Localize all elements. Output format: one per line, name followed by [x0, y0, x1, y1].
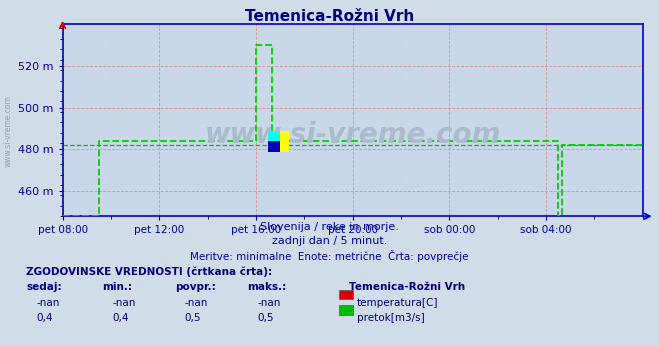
Text: 0,4: 0,4	[36, 313, 53, 323]
Text: -nan: -nan	[185, 298, 208, 308]
Text: Temenica-Rožni Vrh: Temenica-Rožni Vrh	[349, 282, 465, 292]
Bar	[268, 131, 280, 141]
Text: -nan: -nan	[112, 298, 135, 308]
Text: zadnji dan / 5 minut.: zadnji dan / 5 minut.	[272, 236, 387, 246]
Text: -nan: -nan	[257, 298, 280, 308]
Text: Slovenija / reke in morje.: Slovenija / reke in morje.	[260, 222, 399, 232]
Text: povpr.:: povpr.:	[175, 282, 215, 292]
Text: Meritve: minimalne  Enote: metrične  Črta: povprečje: Meritve: minimalne Enote: metrične Črta:…	[190, 250, 469, 262]
Text: sedaj:: sedaj:	[26, 282, 62, 292]
Text: Temenica-Rožni Vrh: Temenica-Rožni Vrh	[245, 9, 414, 24]
Text: -nan: -nan	[36, 298, 59, 308]
Text: www.si-vreme.com: www.si-vreme.com	[3, 95, 13, 167]
Text: temperatura[C]: temperatura[C]	[357, 298, 439, 308]
Text: 0,5: 0,5	[185, 313, 201, 323]
Bar	[268, 141, 280, 152]
Text: pretok[m3/s]: pretok[m3/s]	[357, 313, 425, 323]
Bar	[268, 131, 289, 152]
Text: www.si-vreme.com: www.si-vreme.com	[204, 121, 501, 149]
Text: maks.:: maks.:	[247, 282, 287, 292]
Text: min.:: min.:	[102, 282, 132, 292]
Text: 0,5: 0,5	[257, 313, 273, 323]
Text: 0,4: 0,4	[112, 313, 129, 323]
Text: ZGODOVINSKE VREDNOSTI (črtkana črta):: ZGODOVINSKE VREDNOSTI (črtkana črta):	[26, 266, 272, 277]
